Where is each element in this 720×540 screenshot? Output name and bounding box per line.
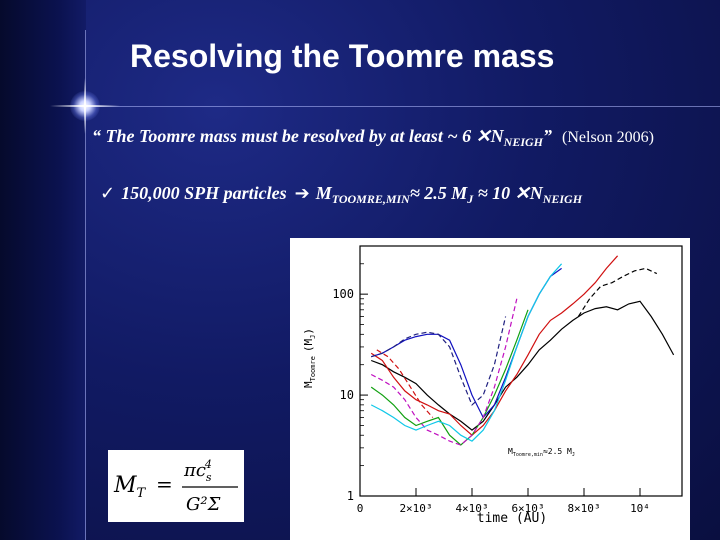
neigh-n: N	[490, 126, 504, 146]
formula-lhs: MT	[113, 473, 147, 501]
formula-svg: MT = πc4 s G²Σ	[113, 458, 238, 515]
quote-text: “ The Toomre mass must be resolved by at…	[92, 126, 476, 146]
toomre-mass-formula: MT = πc4 s G²Σ	[108, 450, 244, 522]
formula-equals: =	[156, 472, 173, 496]
bullet-line: ✓ 150,000 SPH particles ➔ MTOOMRE,MIN≈ 2.5 …	[100, 183, 582, 207]
series-line-navy-dashed	[371, 316, 507, 406]
vertical-divider	[85, 30, 86, 540]
approx-mj: ≈ 2.5 M	[409, 183, 468, 203]
arrow-right-icon: ➔	[294, 183, 310, 204]
lens-flare-vertical	[84, 78, 86, 134]
x-tick-label: 8×10³	[567, 502, 600, 515]
series-line-magenta-dashed	[370, 298, 518, 446]
x-tick-label: 0	[357, 502, 364, 515]
y-ticks: 1 10 100	[332, 245, 368, 503]
series-line-cyan	[370, 263, 563, 442]
series-group	[370, 255, 675, 446]
left-decorative-band	[0, 0, 86, 540]
plot-frame	[359, 245, 683, 497]
y-axis-label: MToomre(MJ)	[302, 328, 317, 388]
slide-title: Resolving the Toomre mass	[130, 38, 555, 74]
quote-close: ”	[543, 126, 553, 146]
times-symbol: ✕	[475, 126, 491, 146]
y-axis-label-group: MToomre(MJ)	[302, 328, 317, 388]
times-symbol-2: ✕	[514, 183, 530, 203]
y-tick-label: 100	[332, 287, 354, 301]
series-line-black	[370, 300, 675, 431]
y-tick-label: 1	[347, 489, 354, 503]
horizontal-divider	[86, 106, 720, 107]
mj-subscript: J	[467, 192, 474, 206]
series-line-blue	[371, 267, 562, 419]
formula-denominator: G²Σ	[186, 494, 221, 515]
particles-text: 150,000 SPH particles	[121, 183, 287, 203]
y-tick-label: 10	[340, 388, 354, 402]
checkmark-icon: ✓	[100, 183, 116, 204]
approx-ten: ≈ 10	[473, 183, 515, 203]
series-line-red	[370, 255, 619, 436]
x-tick-label: 4×10³	[455, 502, 488, 515]
series-line-green	[370, 309, 529, 446]
min-annotation: MToomre,min≈2.5 MJ	[508, 447, 575, 458]
citation: (Nelson 2006)	[562, 129, 654, 146]
neigh-n-2: N	[529, 183, 543, 203]
x-ticks: 0 2×10³ 4×10³ 6×10³ 8×10³ 10⁴	[357, 488, 650, 515]
formula-numerator: πc4 s	[183, 458, 212, 484]
toomre-mass-plot: 1 10 100 0 2×10³ 4×10³ 6×10³ 8×10³ 10⁴ time (AU…	[290, 238, 690, 540]
x-axis-label: time (AU)	[477, 511, 547, 526]
mtoomre-subscript: TOOMRE,MIN	[331, 192, 410, 206]
x-tick-label: 6×10³	[511, 502, 544, 515]
neigh-subscript: NEIGH	[503, 135, 544, 149]
quote-line: “ The Toomre mass must be resolved by at…	[92, 126, 654, 150]
chart-svg: 1 10 100 0 2×10³ 4×10³ 6×10³ 8×10³ 10⁴ time (AU…	[302, 245, 683, 526]
mtoomre-m: M	[315, 183, 332, 203]
series-line-red-dashed	[376, 349, 434, 418]
x-tick-label: 10⁴	[630, 502, 650, 515]
series-line-black-dashed	[577, 267, 658, 317]
x-tick-label: 2×10³	[399, 502, 432, 515]
neigh-subscript-2: NEIGH	[542, 192, 583, 206]
